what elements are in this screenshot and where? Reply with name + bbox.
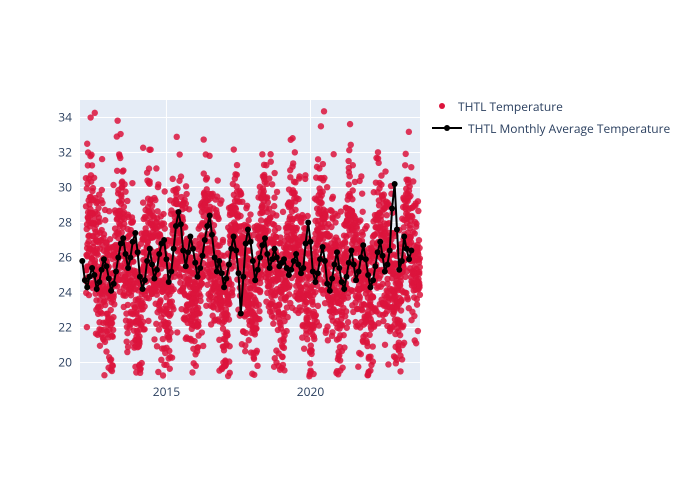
svg-text:20: 20: [58, 354, 72, 371]
svg-text:34: 34: [58, 109, 72, 126]
svg-text:32: 32: [58, 144, 72, 161]
legend-label-scatter: THTL Temperature: [458, 98, 563, 115]
svg-text:22: 22: [58, 319, 72, 336]
legend-line-icon: [432, 118, 462, 138]
legend-item-line: THTL Monthly Average Temperature: [432, 118, 670, 138]
svg-text:24: 24: [58, 284, 72, 301]
legend-label-line: THTL Monthly Average Temperature: [468, 120, 670, 137]
svg-text:2015: 2015: [153, 383, 181, 400]
svg-text:28: 28: [58, 214, 72, 231]
y-axis-ticks: 20 22 24 26 28 30 32 34: [58, 109, 72, 371]
legend-item-scatter: THTL Temperature: [432, 96, 670, 116]
svg-text:26: 26: [58, 249, 72, 266]
legend: THTL Temperature THTL Monthly Average Te…: [432, 96, 670, 138]
x-axis-ticks: 2015 2020: [153, 383, 325, 400]
svg-text:2020: 2020: [297, 383, 325, 400]
legend-dot-icon: [432, 96, 452, 116]
svg-text:30: 30: [58, 179, 72, 196]
